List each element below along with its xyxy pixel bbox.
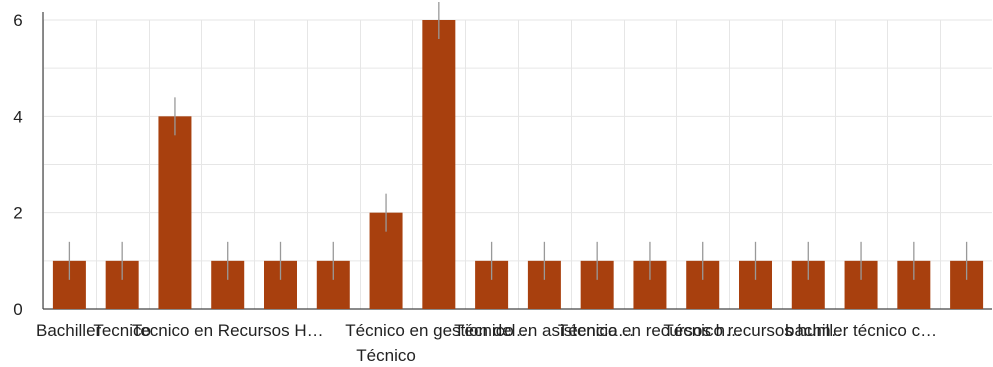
y-tick-labels: 0 2 4 6 [13,11,22,319]
error-bars [68,2,968,280]
x-category-label: Bachiller [36,321,102,340]
bar [158,116,192,309]
y-tick-label: 2 [13,204,22,223]
x-category-label: Técnico recursos hum… [663,321,847,340]
y-tick-label: 4 [13,107,22,126]
grid-lines [43,19,992,309]
x-category-label: Técnico [356,346,416,365]
x-category-label: Tecnico [93,321,151,340]
x-category-label: bachiller técnico c… [785,321,937,340]
y-tick-label: 6 [13,11,22,30]
x-category-label: Técnico en gestion del… [345,321,532,340]
axes [42,12,992,310]
x-category-label: Tecnico en Recursos H… [132,321,324,340]
y-tick-label: 0 [13,300,22,319]
x-category-label: Técnico en recursos h… [558,321,742,340]
x-category-label: Técnico en asistencia… [454,321,634,340]
bar [422,20,456,309]
